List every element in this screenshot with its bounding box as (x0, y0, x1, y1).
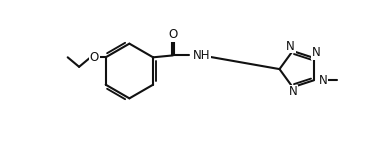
Text: N: N (289, 85, 298, 98)
Text: O: O (90, 51, 99, 64)
Text: NH: NH (192, 49, 210, 62)
Text: N: N (312, 46, 320, 59)
Text: N: N (319, 74, 327, 87)
Text: N: N (286, 40, 295, 53)
Text: O: O (168, 28, 177, 41)
